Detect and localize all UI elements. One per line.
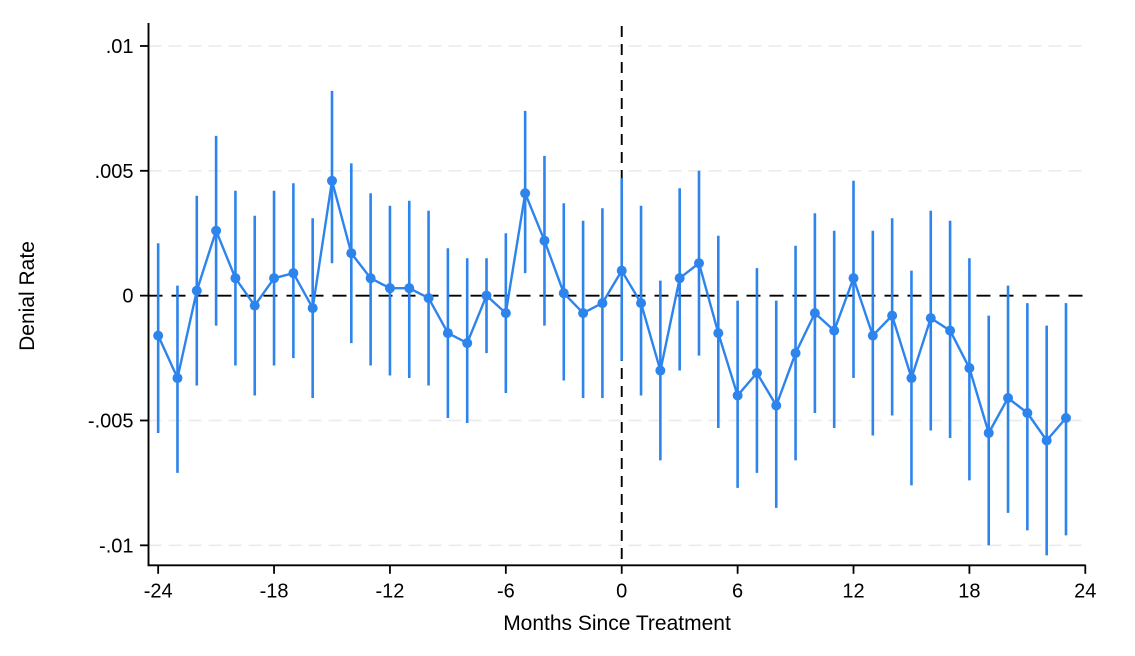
x-tick-label: 6: [732, 580, 743, 602]
point-estimate-marker: [790, 348, 801, 359]
x-tick-label: -18: [260, 580, 289, 602]
point-estimate-marker: [771, 400, 782, 411]
point-estimate-marker: [848, 273, 859, 284]
point-estimate-marker: [713, 328, 724, 339]
point-estimate-marker: [249, 300, 260, 311]
series-line: [157, 179, 1067, 442]
x-tick-label: -12: [375, 580, 404, 602]
y-tick-label: -.01: [99, 535, 133, 557]
point-estimate-marker: [829, 325, 840, 336]
point-estimate-marker: [616, 265, 627, 276]
x-tick-label: 0: [616, 580, 627, 602]
point-estimate-marker: [1022, 407, 1033, 418]
point-estimate-marker: [674, 273, 685, 284]
x-tick-label: -6: [497, 580, 515, 602]
point-estimate-marker: [732, 390, 743, 401]
point-estimate-marker: [211, 225, 222, 236]
point-estimate-marker: [153, 330, 164, 341]
point-estimate-marker: [539, 235, 550, 246]
point-estimate-marker: [442, 328, 453, 339]
x-tick-label: -24: [144, 580, 173, 602]
point-estimate-marker: [925, 313, 936, 324]
point-estimate-marker: [558, 288, 569, 299]
point-estimate-marker: [423, 293, 434, 304]
axes: [140, 23, 1087, 574]
point-estimate-marker: [597, 298, 608, 309]
point-estimate-marker: [307, 303, 318, 314]
y-tick-label: .01: [106, 36, 134, 58]
point-estimate-marker: [751, 368, 762, 379]
point-estimate-marker: [887, 310, 898, 321]
point-estimate-marker: [365, 273, 376, 284]
y-tick-label: -.005: [88, 410, 134, 432]
point-estimate-marker: [404, 283, 415, 294]
point-estimate-marker: [230, 273, 241, 284]
point-estimate-marker: [867, 330, 878, 341]
point-estimate-marker: [326, 175, 337, 186]
y-tick-labels: .01 .005 0 -.005 -.01: [88, 36, 134, 557]
point-estimate-marker: [636, 298, 647, 309]
point-estimate-marker: [500, 308, 511, 319]
point-estimate-marker: [578, 308, 589, 319]
grid-lines: [148, 45, 1086, 547]
point-estimate-marker: [1060, 412, 1071, 423]
point-estimate-marker: [693, 258, 704, 269]
point-estimate-marker: [520, 188, 531, 199]
x-tick-label: 18: [958, 580, 980, 602]
point-estimate-marker: [481, 290, 492, 301]
point-estimate-marker: [191, 285, 202, 296]
point-estimate-marker: [384, 283, 395, 294]
series-markers: [153, 175, 1071, 446]
x-tick-label: 12: [842, 580, 864, 602]
point-estimate-marker: [1003, 393, 1014, 404]
y-axis-title: Denial Rate: [16, 241, 39, 351]
point-estimate-marker: [945, 325, 956, 336]
point-estimate-marker: [346, 248, 357, 259]
point-estimate-marker: [1041, 435, 1052, 446]
x-tick-label: 24: [1074, 580, 1096, 602]
x-tick-labels: -24 -18 -12 -6 0 6 12 18 24: [144, 580, 1097, 602]
y-tick-label: .005: [95, 161, 134, 183]
y-tick-label: 0: [122, 286, 133, 308]
point-estimate-marker: [462, 338, 473, 349]
point-estimate-marker: [655, 365, 666, 376]
point-estimate-marker: [172, 373, 183, 384]
point-estimate-marker: [288, 268, 299, 279]
point-estimate-marker: [906, 373, 917, 384]
reference-lines: [148, 26, 1090, 566]
point-estimate-marker: [983, 427, 994, 438]
x-axis-title: Months Since Treatment: [503, 612, 731, 635]
point-estimate-marker: [269, 273, 280, 284]
point-estimate-marker: [809, 308, 820, 319]
point-estimate-marker: [964, 363, 975, 374]
